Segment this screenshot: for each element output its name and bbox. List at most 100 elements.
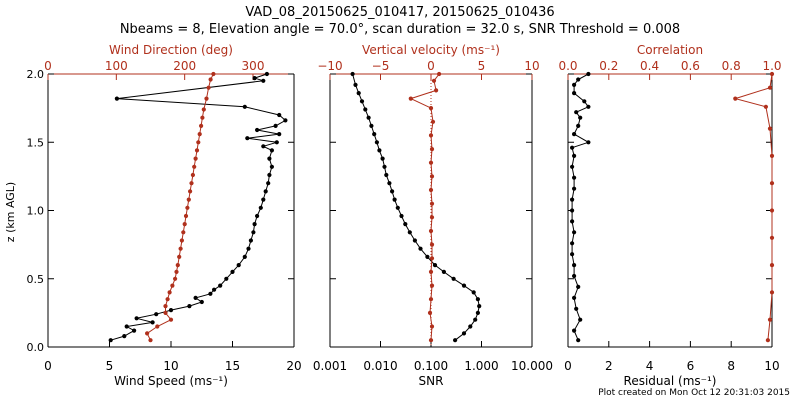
data-point xyxy=(178,246,183,251)
data-point xyxy=(189,181,194,186)
data-point xyxy=(428,133,434,138)
data-point xyxy=(418,246,423,251)
data-point xyxy=(108,338,113,343)
x-tick-label: 10.000 xyxy=(511,359,553,373)
x-tick-label: 10 xyxy=(163,359,178,373)
data-point xyxy=(453,338,458,343)
data-point xyxy=(201,107,206,112)
data-point xyxy=(576,284,581,289)
data-point xyxy=(248,238,253,243)
data-point xyxy=(572,263,577,268)
data-point xyxy=(242,254,247,259)
data-point xyxy=(765,338,771,343)
data-point xyxy=(181,230,186,235)
data-point xyxy=(182,222,187,227)
data-point xyxy=(461,283,467,288)
data-point xyxy=(183,213,189,219)
data-point xyxy=(572,132,577,137)
data-point xyxy=(574,110,579,115)
top-tick-label: 0.8 xyxy=(722,59,741,73)
top-tick-label: 0 xyxy=(44,59,52,73)
x-tick-label: 1.000 xyxy=(464,359,498,373)
data-point xyxy=(570,252,575,257)
data-point xyxy=(576,123,581,128)
data-point xyxy=(572,186,577,191)
top-tick-label: −5 xyxy=(372,59,390,73)
data-point xyxy=(177,254,182,259)
data-point xyxy=(187,304,192,309)
data-point xyxy=(251,230,256,235)
data-point xyxy=(570,145,575,150)
x-tick-label: 0 xyxy=(44,359,52,373)
data-point xyxy=(267,156,272,161)
data-point xyxy=(122,334,127,339)
data-point xyxy=(572,295,577,300)
data-point xyxy=(208,291,213,296)
data-point xyxy=(255,213,260,219)
data-point xyxy=(197,132,202,137)
data-point xyxy=(468,324,473,329)
data-point xyxy=(412,238,417,243)
data-point xyxy=(350,71,355,77)
data-point xyxy=(767,126,773,131)
y-axis-label: z (km AGL) xyxy=(4,182,17,242)
data-point xyxy=(471,290,476,295)
data-point xyxy=(273,123,278,128)
data-point xyxy=(403,222,408,227)
data-point xyxy=(387,181,392,186)
data-point xyxy=(767,85,773,90)
data-point xyxy=(475,297,480,302)
data-point xyxy=(429,283,435,288)
chart-title-line2: Nbeams = 8, Elevation angle = 70.0°, sca… xyxy=(120,22,680,37)
data-point xyxy=(377,148,382,153)
data-point xyxy=(428,228,434,234)
data-point xyxy=(429,201,435,206)
data-point xyxy=(427,310,433,315)
data-point xyxy=(170,283,175,288)
x-axis-label: Wind Speed (ms⁻¹) xyxy=(114,374,228,388)
x-tick-label: 2 xyxy=(605,359,613,373)
data-point xyxy=(252,76,257,81)
data-point xyxy=(477,304,482,309)
series-line-primary xyxy=(352,73,480,341)
data-point xyxy=(188,189,193,194)
x-tick-label: 0.010 xyxy=(363,359,397,373)
data-point xyxy=(384,172,389,178)
data-point xyxy=(570,197,575,202)
data-point xyxy=(263,189,268,194)
data-point xyxy=(431,78,437,83)
x-axis-label: Residual (ms⁻¹) xyxy=(624,374,717,388)
data-point xyxy=(163,304,168,309)
x-tick-label: 6 xyxy=(687,359,695,373)
data-point xyxy=(769,235,775,240)
data-point xyxy=(428,338,434,343)
data-point xyxy=(434,88,439,93)
data-point xyxy=(429,215,435,220)
data-point xyxy=(441,269,446,274)
y-tick-label: 1.0 xyxy=(27,205,45,218)
data-point xyxy=(429,147,435,152)
data-point xyxy=(769,181,775,186)
data-point xyxy=(576,77,581,82)
data-point xyxy=(196,140,201,145)
data-point xyxy=(432,263,438,268)
data-point xyxy=(428,187,434,193)
data-point xyxy=(283,118,288,123)
data-point xyxy=(179,238,184,243)
data-point xyxy=(199,299,204,305)
data-point xyxy=(382,164,387,169)
data-point xyxy=(586,71,591,77)
data-point xyxy=(769,153,775,158)
data-point xyxy=(204,96,209,101)
data-point xyxy=(430,119,436,124)
top-tick-label: 0.6 xyxy=(681,59,700,73)
data-point xyxy=(359,99,365,104)
data-point xyxy=(395,205,400,210)
data-point xyxy=(154,312,159,317)
data-point xyxy=(428,297,434,302)
data-point xyxy=(392,197,397,202)
data-point xyxy=(366,115,371,120)
data-point xyxy=(168,308,174,313)
